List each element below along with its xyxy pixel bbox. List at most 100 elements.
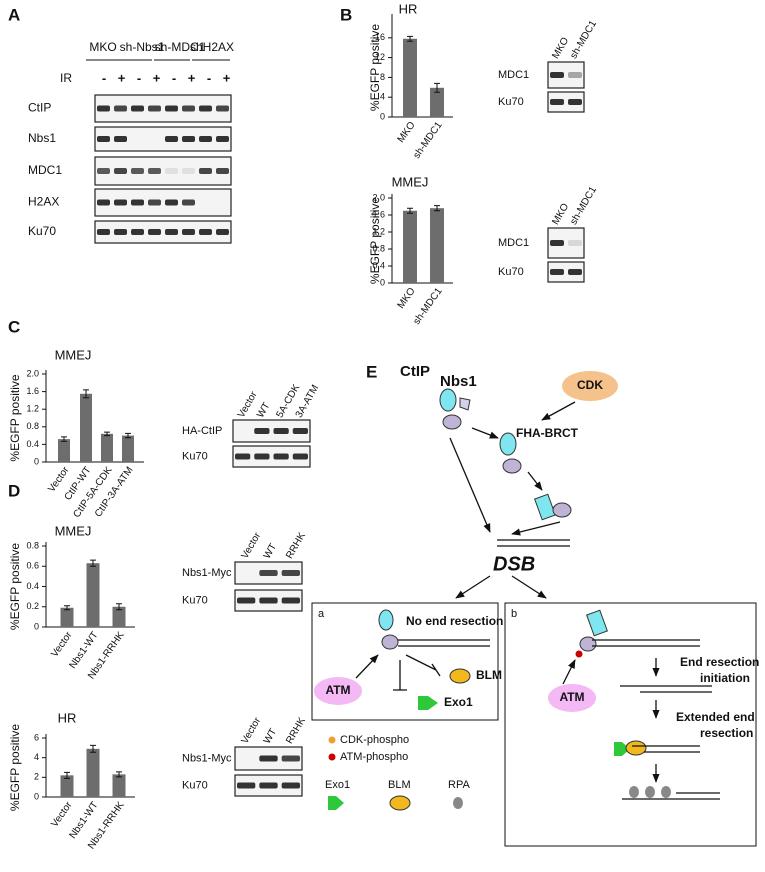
y-tick-label: 1.2 — [26, 404, 39, 414]
bar — [403, 210, 417, 283]
protein — [499, 432, 517, 456]
bar — [403, 38, 417, 117]
band — [550, 99, 564, 105]
row-label: H2AX — [28, 195, 59, 209]
y-axis-label: %EGFP positive — [8, 724, 22, 811]
error-bar — [407, 35, 413, 42]
atm-shape — [314, 677, 362, 705]
band — [235, 453, 251, 460]
sign: + — [188, 70, 196, 85]
y-tick-label: 0 — [34, 456, 39, 466]
band — [237, 597, 256, 604]
panel-label: B — [340, 5, 352, 24]
band — [568, 99, 582, 105]
error-bar — [116, 771, 122, 778]
band — [131, 229, 144, 235]
band — [97, 168, 110, 174]
band — [114, 199, 127, 206]
blot — [232, 445, 311, 468]
blot — [232, 419, 311, 443]
bar — [430, 208, 444, 283]
bar — [122, 435, 134, 462]
legend-label: BLM — [388, 779, 411, 791]
bar — [60, 607, 74, 627]
label: No end resection — [406, 614, 503, 628]
y-tick-label: 0 — [34, 621, 39, 631]
y-tick-label: 1.6 — [26, 386, 39, 396]
chart-title: HR — [58, 710, 77, 725]
label: BLM — [476, 668, 502, 682]
label: Exo1 — [444, 695, 473, 709]
y-tick-label: 2 — [34, 772, 39, 782]
band — [165, 136, 178, 142]
blot — [547, 91, 585, 113]
error-bar — [434, 205, 440, 212]
band — [259, 782, 278, 789]
sign: - — [102, 70, 106, 85]
sign: - — [172, 70, 176, 85]
row-label: Ku70 — [182, 779, 208, 791]
band — [114, 229, 127, 235]
protein — [378, 609, 394, 631]
protein — [381, 634, 399, 650]
band — [182, 136, 195, 142]
band — [216, 136, 229, 142]
band — [281, 597, 300, 604]
bar — [112, 774, 126, 797]
band — [254, 453, 270, 460]
band — [165, 199, 178, 206]
label: CtIP — [400, 363, 430, 380]
band — [292, 453, 308, 460]
exo1-shape — [418, 696, 438, 710]
arrow — [455, 575, 491, 599]
y-tick-label: 4 — [380, 92, 385, 102]
band — [148, 229, 161, 235]
label: FHA-BRCT — [516, 426, 579, 440]
y-tick-label: 12 — [375, 52, 385, 62]
error-bar — [90, 744, 96, 753]
group-label: sh-MDC1 — [155, 40, 206, 54]
group-label: sh-Nbs1 — [120, 40, 165, 54]
panel-label: E — [366, 362, 377, 381]
label: DSB — [493, 553, 535, 575]
error-bar — [407, 207, 413, 214]
error-bar — [116, 603, 122, 611]
arrow — [541, 401, 576, 421]
protein — [579, 636, 597, 652]
panel-label: D — [8, 481, 20, 500]
row-label: Nbs1-Myc — [182, 567, 232, 579]
error-bar — [90, 559, 96, 567]
band — [216, 168, 229, 174]
label: Nbs1 — [440, 373, 477, 390]
band — [237, 782, 256, 789]
arrow — [562, 659, 576, 685]
rpa-shape — [661, 786, 671, 798]
band — [568, 240, 582, 246]
x-tick-label: Vector — [49, 629, 75, 659]
atm-shape — [548, 684, 596, 712]
band — [281, 782, 300, 789]
blot — [94, 220, 232, 244]
band — [131, 168, 144, 174]
band — [182, 199, 195, 206]
band — [273, 428, 289, 434]
lane-label: MKO — [550, 35, 571, 60]
box — [504, 602, 757, 847]
blm-shape — [449, 668, 471, 684]
band — [259, 570, 278, 576]
row-label: Ku70 — [28, 224, 56, 238]
bar — [60, 775, 74, 797]
row-label: Ku70 — [498, 266, 524, 278]
lane-label: WT — [255, 401, 272, 420]
inhibit — [393, 660, 407, 691]
lane-label: sh-MDC1 — [568, 184, 599, 226]
band — [292, 428, 308, 434]
arrow — [511, 575, 547, 599]
label: a — [318, 608, 325, 620]
row-label: MDC1 — [498, 69, 529, 81]
protein — [459, 397, 471, 411]
bar — [101, 433, 113, 462]
y-tick-label: 8 — [380, 72, 385, 82]
band — [114, 168, 127, 174]
bar — [58, 439, 70, 462]
